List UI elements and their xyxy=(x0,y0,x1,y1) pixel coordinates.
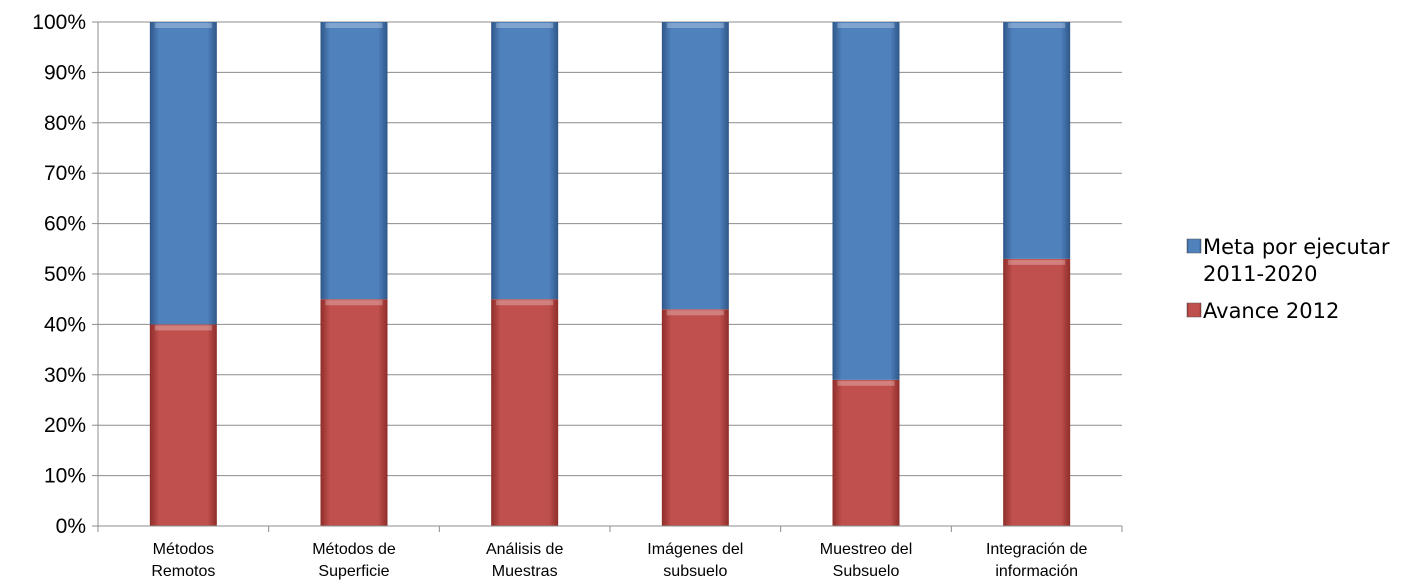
bar-segment-meta-por-ejecutar xyxy=(661,22,729,310)
bar-segment-avance-2012 xyxy=(491,299,559,526)
x-tick-label: Métodos Remotos xyxy=(151,541,215,580)
legend-label: Avance 2012 xyxy=(1203,299,1339,323)
legend-swatch xyxy=(1186,302,1202,318)
bar-segment-avance-2012 xyxy=(320,299,388,526)
y-tick-label: 40% xyxy=(44,313,86,336)
y-tick-label: 100% xyxy=(32,11,86,34)
bars xyxy=(149,22,1071,526)
x-tick-label: Imágenes del subsuelo xyxy=(647,541,743,580)
legend-label: Meta por ejecutar 2011-2020 xyxy=(1203,235,1390,286)
y-tick-label: 0% xyxy=(56,515,86,538)
bar-segment-meta-por-ejecutar xyxy=(491,22,559,300)
x-axis-tick-labels: Métodos Remotos Métodos de Superficie Anális… xyxy=(151,541,1087,580)
bar-segment-avance-2012 xyxy=(149,324,217,526)
axes xyxy=(97,22,1123,532)
bar-segment-meta-por-ejecutar xyxy=(320,22,388,300)
x-tick-label: Análisis de Muestras xyxy=(486,541,563,580)
legend: Meta por ejecutar 2011-2020 Avance 2012 xyxy=(1186,235,1390,323)
bar-segment-meta-por-ejecutar xyxy=(1003,22,1071,259)
bar-segment-meta-por-ejecutar xyxy=(832,22,900,380)
y-tick-label: 30% xyxy=(44,364,86,387)
y-tick-label: 20% xyxy=(44,414,86,437)
legend-swatch xyxy=(1186,238,1202,254)
y-tick-label: 60% xyxy=(44,213,86,236)
x-tick-label: Métodos de Superficie xyxy=(312,541,396,580)
x-tick-label: Integración de información xyxy=(986,541,1088,580)
y-tick-label: 10% xyxy=(44,465,86,488)
bar-segment-avance-2012 xyxy=(1003,258,1071,526)
y-tick-label: 80% xyxy=(44,112,86,135)
y-axis-tick-labels: 0% 10% 20% 30% 40% 50% 60% 70% 80% 90% 100% xyxy=(32,11,86,538)
bar-segment-avance-2012 xyxy=(832,379,900,526)
y-tick-label: 90% xyxy=(44,61,86,84)
x-tick-label: Muestreo del Subsuelo xyxy=(820,541,913,580)
bar-segment-meta-por-ejecutar xyxy=(149,22,217,325)
bar-segment-avance-2012 xyxy=(661,309,729,526)
legend-item-meta-por-ejecutar: Meta por ejecutar 2011-2020 xyxy=(1186,235,1390,286)
legend-item-avance-2012: Avance 2012 xyxy=(1186,299,1339,323)
y-tick-label: 50% xyxy=(44,263,86,286)
y-tick-label: 70% xyxy=(44,162,86,185)
gridlines xyxy=(92,21,1122,527)
